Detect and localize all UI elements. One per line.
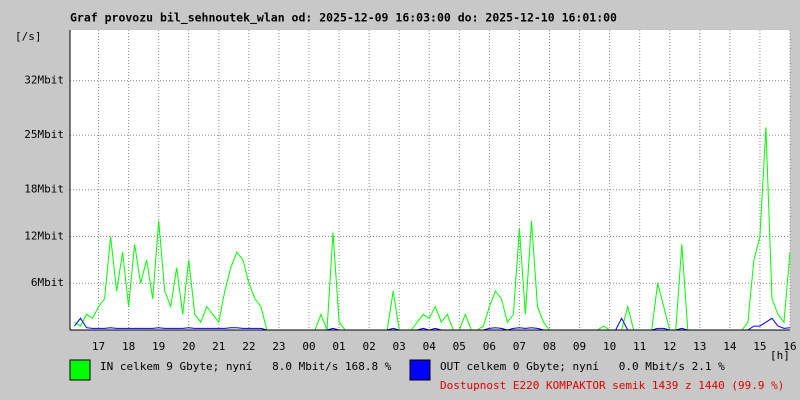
y-tick-label: 18Mbit: [24, 183, 64, 196]
x-tick-label: 21: [212, 340, 225, 353]
x-tick-label: 03: [393, 340, 406, 353]
x-tick-label: 18: [122, 340, 135, 353]
legend-label: OUT celkem 0 Gbyte; nyní 0.0 Mbit/s 2.1 …: [440, 360, 725, 373]
legend-swatch: [409, 359, 431, 381]
y-axis-label: [/s]: [15, 30, 42, 43]
x-tick-label: 22: [242, 340, 255, 353]
y-tick-label: 6Mbit: [31, 276, 64, 289]
x-tick-label: 11: [633, 340, 646, 353]
y-tick-label: 32Mbit: [24, 74, 64, 87]
x-tick-label: 10: [603, 340, 616, 353]
legend-label: IN celkem 9 Gbyte; nyní 8.0 Mbit/s 168.8…: [100, 360, 392, 373]
x-tick-label: 09: [573, 340, 586, 353]
x-tick-label: 12: [663, 340, 676, 353]
x-tick-label: 06: [483, 340, 496, 353]
x-tick-label: 15: [753, 340, 766, 353]
x-tick-label: 16: [783, 340, 796, 353]
footer-note: Dostupnost E220 KOMPAKTOR semik 1439 z 1…: [440, 379, 784, 392]
x-tick-label: 01: [332, 340, 345, 353]
x-tick-label: 19: [152, 340, 165, 353]
x-tick-label: 04: [423, 340, 437, 353]
x-tick-label: 20: [182, 340, 195, 353]
x-tick-label: 00: [302, 340, 315, 353]
x-tick-label: 13: [693, 340, 706, 353]
x-axis-label: [h]: [770, 349, 790, 362]
x-tick-label: 07: [513, 340, 526, 353]
x-tick-label: 02: [362, 340, 375, 353]
plot-area: [70, 30, 790, 330]
x-tick-label: 05: [453, 340, 466, 353]
x-tick-label: 17: [92, 340, 105, 353]
x-tick-label: 23: [272, 340, 285, 353]
chart-title: Graf provozu bil_sehnoutek_wlan od: 2025…: [70, 11, 617, 26]
x-tick-label: 08: [543, 340, 556, 353]
x-tick-label: 14: [723, 340, 737, 353]
y-tick-label: 12Mbit: [24, 229, 64, 242]
y-tick-label: 25Mbit: [24, 128, 64, 141]
legend-swatch: [69, 359, 91, 381]
